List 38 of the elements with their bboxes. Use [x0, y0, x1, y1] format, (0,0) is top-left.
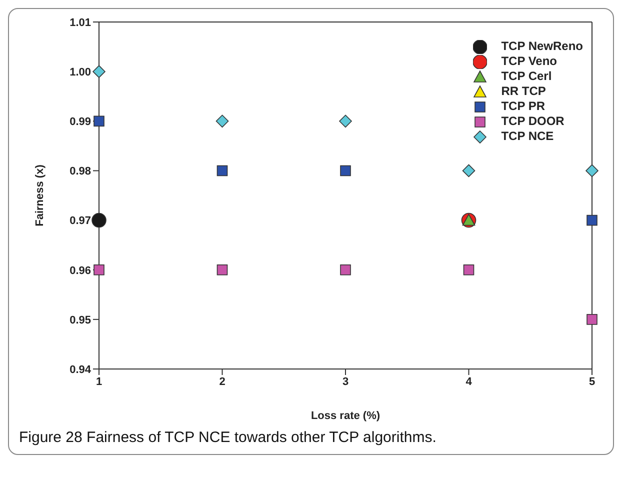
point: [92, 212, 106, 228]
point: [586, 214, 598, 226]
legend-label: TCP Cerl: [501, 69, 552, 83]
y-tick-label: 0.96: [70, 264, 91, 277]
legend-label: RR TCP: [501, 84, 546, 98]
legend-label: TCP PR: [501, 99, 545, 113]
caption: Figure 28 Fairness of TCP NCE towards other TCP algorithms.: [18, 429, 438, 448]
legend-label: TCP NewReno: [501, 39, 583, 53]
legend-label: TCP DOOR: [501, 114, 564, 128]
y-tick-label: 1.00: [70, 66, 91, 78]
point: [216, 165, 228, 176]
point: [339, 114, 352, 128]
y-tick-label: 0.99: [70, 116, 91, 128]
point: [340, 264, 351, 276]
y-tick-label: 0.95: [70, 314, 91, 326]
point: [216, 114, 229, 128]
point: [94, 264, 104, 276]
y-tick-label: 0.94: [70, 364, 92, 376]
x-tick-label: 3: [342, 376, 349, 388]
x-tick-label: 1: [96, 376, 102, 388]
x-tick-label: 2: [219, 376, 226, 388]
point: [340, 165, 351, 176]
y-tick-label: 0.98: [70, 166, 91, 178]
y-tick-label: 1.01: [70, 16, 91, 29]
point: [462, 164, 476, 178]
point: [92, 65, 106, 78]
x-tick-label: 5: [588, 376, 596, 388]
y-tick-label: 0.97: [70, 215, 91, 228]
point: [94, 116, 104, 127]
legend-label: TCP NCE: [501, 129, 554, 143]
x-axis-title: Loss rate (%): [310, 410, 380, 422]
x-tick-label: 4: [466, 376, 473, 388]
point: [586, 164, 598, 178]
y-axis-title: Fairness (x): [34, 164, 46, 226]
point: [586, 314, 598, 325]
point: [216, 264, 228, 276]
point: [463, 264, 474, 276]
legend-label: TCP Veno: [501, 54, 557, 68]
